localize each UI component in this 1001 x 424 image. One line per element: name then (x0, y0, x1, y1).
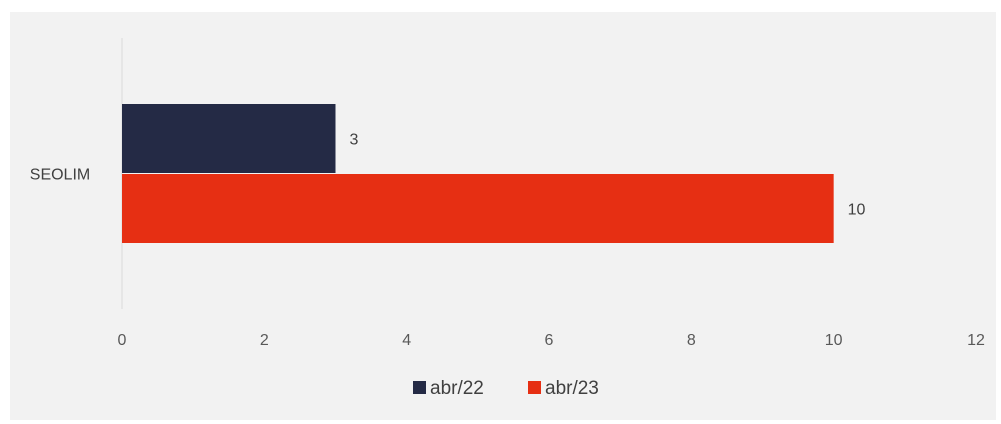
x-tick-label: 8 (687, 332, 696, 349)
legend-swatch (528, 381, 541, 394)
chart-area: 0 2 4 6 8 10 12 SEOLIM 3 10 abr/22 abr/23 (10, 12, 996, 420)
x-tick-label: 6 (545, 332, 554, 349)
legend: abr/22 abr/23 (413, 378, 599, 399)
axis-layer: 0 2 4 6 8 10 12 SEOLIM (30, 38, 985, 349)
data-label: 10 (848, 202, 866, 219)
legend-label: abr/23 (545, 378, 599, 399)
data-label: 3 (350, 132, 359, 149)
x-tick-label: 0 (118, 332, 127, 349)
bar-chart: 0 2 4 6 8 10 12 SEOLIM 3 10 abr/22 abr/23 (30, 38, 985, 399)
bars-layer (122, 104, 834, 243)
x-tick-label: 12 (967, 332, 985, 349)
legend-label: abr/22 (430, 378, 484, 399)
x-tick-label: 10 (825, 332, 843, 349)
labels-layer: 3 10 (350, 132, 866, 219)
bar-abr-23 (122, 174, 834, 243)
bar-abr-22 (122, 104, 336, 173)
legend-swatch (413, 381, 426, 394)
x-tick-label: 4 (402, 332, 411, 349)
x-tick-label: 2 (260, 332, 269, 349)
category-label: SEOLIM (30, 167, 90, 184)
